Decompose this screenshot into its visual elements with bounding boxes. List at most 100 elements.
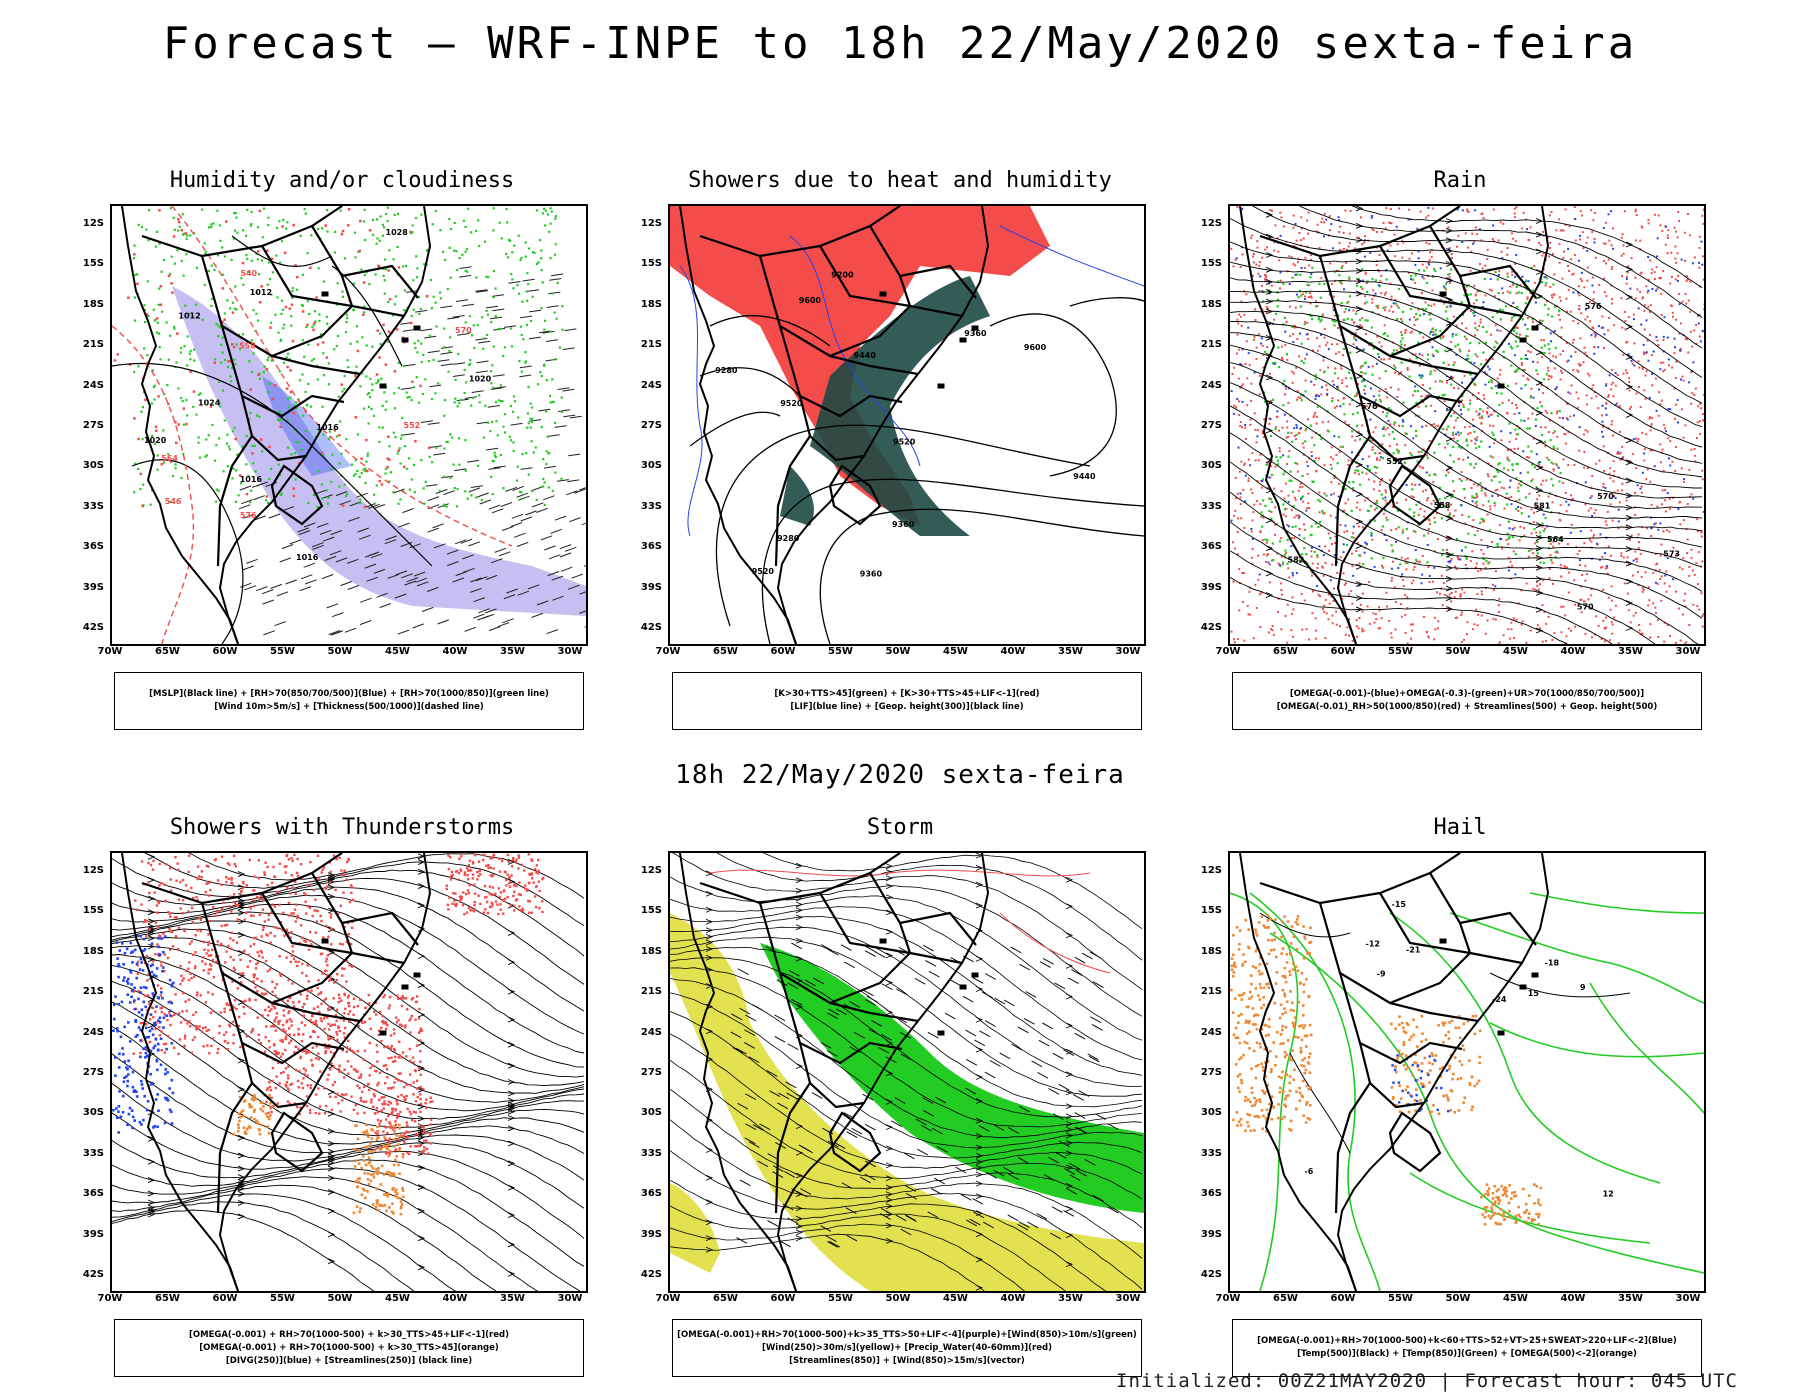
precip-dot (1249, 418, 1252, 421)
precip-dot (1565, 510, 1568, 513)
precip-dot (1320, 319, 1323, 322)
precip-dot (1511, 274, 1514, 277)
wind-vectors (238, 481, 586, 636)
precip-dot (1511, 528, 1514, 531)
precip-dot (1506, 532, 1509, 535)
precip-dot (1406, 368, 1409, 371)
precip-dot (1342, 354, 1345, 357)
precip-dot (1561, 371, 1563, 374)
precip-dot (1423, 534, 1426, 537)
precip-dot (464, 439, 467, 442)
wind-vector (253, 495, 265, 501)
precip-dot (1475, 410, 1478, 413)
precip-dot (1381, 564, 1384, 567)
precip-dot (446, 287, 449, 291)
wind-vector (329, 550, 342, 556)
precip-dot (1427, 214, 1430, 217)
precip-dot (1520, 480, 1523, 483)
precip-dot (1605, 295, 1608, 298)
precip-dot (161, 310, 164, 313)
precip-dot (1339, 556, 1342, 559)
precip-dot (1603, 333, 1606, 336)
precip-dot (1641, 586, 1644, 589)
precip-dot (1462, 403, 1465, 406)
legend-line: [Wind 10m>5m/s] + [Thickness(500/1000)](… (214, 702, 484, 712)
precip-dot (387, 330, 391, 333)
precip-dot (1490, 387, 1493, 390)
precip-dot (435, 446, 438, 449)
wind-vector (462, 554, 474, 560)
precip-dot (1393, 423, 1395, 426)
precip-dot (1475, 447, 1478, 450)
wind-vector (485, 574, 498, 580)
precip-dot (1296, 470, 1299, 473)
precip-dot (1317, 498, 1320, 502)
precip-dot (1542, 561, 1545, 564)
precip-dot (1314, 374, 1317, 377)
wind-vector (488, 504, 501, 510)
precip-dot (1475, 500, 1478, 503)
precip-dot (1443, 505, 1446, 508)
precip-dot (1286, 420, 1289, 423)
precip-dot (1611, 298, 1614, 301)
precip-dot (1390, 632, 1393, 635)
precip-dot (423, 502, 426, 505)
precip-dot (381, 426, 384, 429)
precip-dot (295, 406, 298, 410)
wind-vector (262, 599, 274, 605)
precip-dot (1318, 395, 1320, 398)
precip-dot (1240, 246, 1243, 249)
precip-dot (1413, 316, 1416, 319)
precip-dot (1352, 481, 1355, 484)
precip-dot (1622, 456, 1625, 459)
stream-arrow (1625, 459, 1634, 466)
precip-dot (1316, 223, 1319, 226)
precip-dot (1407, 537, 1409, 540)
precip-dot (417, 295, 421, 298)
precip-dot (1651, 449, 1654, 452)
precip-dot (1380, 274, 1383, 277)
precip-dot (1291, 490, 1295, 493)
precip-dot (1315, 470, 1318, 473)
precip-dot (1636, 484, 1639, 487)
precip-dot (232, 237, 235, 240)
precip-dot (385, 400, 388, 403)
precip-dot (1276, 237, 1279, 240)
precip-dot (1701, 329, 1704, 332)
precip-dot (1388, 358, 1391, 360)
precip-dot (1526, 228, 1529, 231)
precip-dot (1375, 618, 1378, 621)
precip-dot (1558, 296, 1561, 299)
precip-dot (1429, 523, 1432, 526)
precip-dot (1496, 392, 1499, 395)
wind-vector (514, 532, 526, 538)
precip-dot (1266, 346, 1269, 349)
precip-dot (256, 258, 259, 261)
lat-tick-label: 30S (640, 460, 662, 472)
precip-dot (1535, 556, 1538, 559)
precip-dot (1628, 389, 1631, 392)
precip-dot (1480, 549, 1483, 551)
precip-dot (1653, 465, 1656, 468)
precip-dot (1602, 483, 1605, 485)
precip-dot (465, 381, 468, 384)
precip-dot (1418, 560, 1421, 563)
precip-dot (1301, 474, 1304, 478)
precip-dot (1382, 427, 1384, 430)
precip-dot (364, 467, 367, 470)
precip-dot (1261, 344, 1264, 347)
precip-dot (1251, 234, 1254, 237)
precip-dot (153, 398, 156, 401)
precip-dot (1546, 236, 1549, 239)
precip-dot (146, 280, 149, 283)
precip-dot (1367, 478, 1370, 481)
precip-dot (1400, 331, 1403, 334)
precip-dot (252, 309, 255, 312)
precip-dot (1574, 603, 1576, 606)
precip-dot (236, 231, 239, 234)
precip-dot (1278, 366, 1281, 369)
precip-dot (167, 402, 170, 406)
precip-dot (1535, 486, 1538, 489)
precip-dot (1450, 383, 1453, 386)
precip-dot (1296, 426, 1298, 429)
